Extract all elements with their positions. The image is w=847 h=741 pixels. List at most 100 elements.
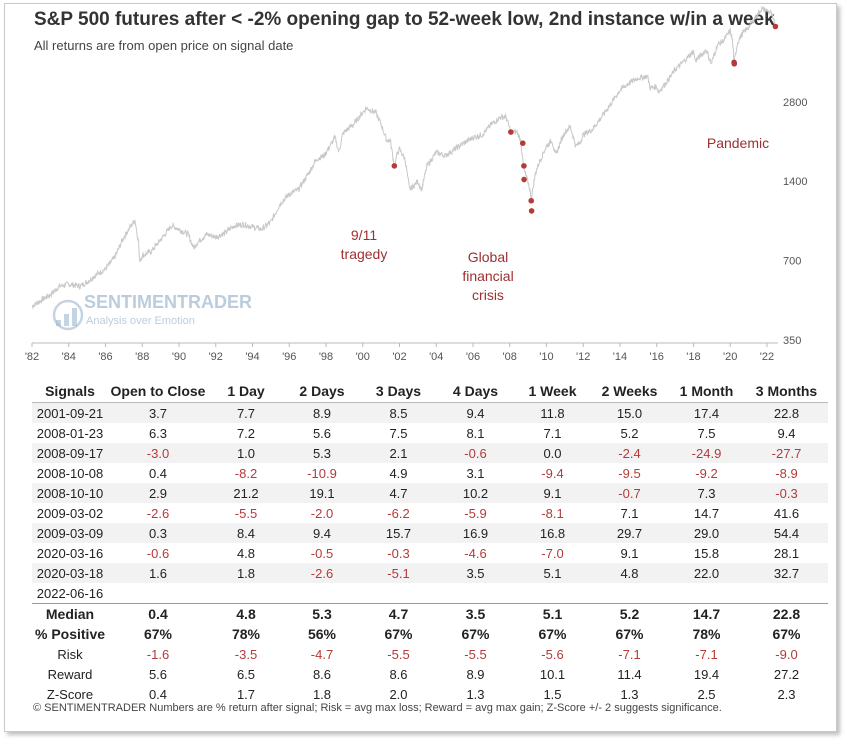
signal-marker <box>528 208 535 214</box>
x-tick-label: '92 <box>209 351 223 363</box>
summary-cell: 56% <box>307 626 337 642</box>
annotation-label: 9/11 <box>351 227 377 243</box>
column-header: 3 Days <box>360 379 437 403</box>
return-cell: -5.5 <box>234 505 258 521</box>
return-cell: 8.4 <box>208 523 284 543</box>
x-tick-label: '22 <box>760 351 774 363</box>
watermark-bar-2 <box>72 308 77 326</box>
return-cell: -9.2 <box>695 465 718 481</box>
x-tick-label: '84 <box>62 351 76 363</box>
watermark-logo: SENTIMENTRADER Analysis over Emotion <box>52 292 252 331</box>
signal-marker <box>521 163 527 169</box>
return-cell: 0.4 <box>148 465 168 481</box>
annotation-label: Pandemic <box>707 135 769 151</box>
summary-cell: 22.8 <box>772 606 801 622</box>
return-cell: -0.6 <box>146 545 170 561</box>
x-tick-label: '96 <box>282 351 296 363</box>
watermark-name: SENTIMENTRADER <box>84 292 252 312</box>
x-tick-label: '12 <box>576 351 590 363</box>
x-tick-label: '08 <box>503 351 517 363</box>
return-cell: -0.3 <box>745 483 828 503</box>
x-tick-label: '18 <box>686 351 700 363</box>
summary-row: Risk -1.6 -3.5 -4.7 -5.5 -5.5 -5.6 -7.1 -7.1 -9.0 <box>32 644 828 664</box>
return-cell: 32.7 <box>745 563 828 583</box>
summary-label: Z-Score <box>46 686 94 702</box>
summary-cell: 5.1 <box>542 606 563 622</box>
return-cell: 29.0 <box>668 523 745 543</box>
return-cell: -24.9 <box>668 443 745 463</box>
x-tick-label: '20 <box>723 351 737 363</box>
x-tick-label: '06 <box>466 351 480 363</box>
signal-marker <box>772 23 779 30</box>
x-tick-label: '94 <box>245 351 259 363</box>
x-tick-label: '86 <box>98 351 112 363</box>
table-row: 2001-09-21 3.7 7.7 8.9 8.5 9.4 11.8 15.0 17.4 22.… <box>32 402 828 423</box>
return-cell: 6.3 <box>148 425 168 441</box>
signal-date: 2009-03-02 <box>36 505 104 521</box>
return-cell: 9.4 <box>437 402 514 423</box>
signal-date: 2008-01-23 <box>36 425 104 441</box>
summary-cell: 2.0 <box>389 686 408 702</box>
table-row: 2008-09-17 -3.0 1.0 5.3 2.1 -0.6 0.0 -2.4 -24.9-… <box>32 443 828 463</box>
signal-date: 2020-03-16 <box>36 545 104 561</box>
summary-cell: -5.6 <box>541 646 564 662</box>
summary-label: Reward <box>47 666 93 682</box>
return-cell: -3.0 <box>108 443 208 463</box>
column-header: Open to Close <box>108 379 208 403</box>
signal-marker <box>391 163 398 169</box>
column-header: 4 Days <box>437 379 514 403</box>
summary-cell: 78% <box>231 626 261 642</box>
return-cell: -5.9 <box>464 505 487 521</box>
summary-cell: 1.3 <box>466 686 485 702</box>
return-cell: 17.4 <box>668 402 745 423</box>
column-header: 2 Weeks <box>591 379 668 403</box>
return-cell <box>108 583 208 604</box>
y-tick-label: 350 <box>783 335 801 347</box>
return-cell: -0.7 <box>591 483 668 503</box>
return-cell: 7.7 <box>208 402 284 423</box>
summary-row: Z-Score 0.4 1.7 1.8 2.0 1.3 1.5 1.3 2.5 2.3 <box>32 684 828 704</box>
price-series <box>31 5 776 310</box>
return-cell: 22.0 <box>668 563 745 583</box>
watermark-bar-1 <box>64 314 69 326</box>
summary-label: Median <box>45 606 95 622</box>
return-cell: 16.9 <box>437 523 514 543</box>
summary-cell: 67% <box>615 626 644 642</box>
return-cell: -0.6 <box>437 443 514 463</box>
return-cell: 19.1 <box>284 483 360 503</box>
return-cell: -8.2 <box>234 465 258 481</box>
price-chart: SENTIMENTRADER Analysis over Emotion '82 '… <box>25 5 808 363</box>
table-row: 2009-03-02 -2.6 -5.5 -2.0 -6.2 -5.9 -8.1 7.1 14.… <box>32 503 828 523</box>
summary-cell: -5.5 <box>387 646 410 662</box>
summary-cell: 11.4 <box>617 666 642 682</box>
return-cell: 7.3 <box>668 483 745 503</box>
return-cell: 4.7 <box>360 483 437 503</box>
summary-cell: 6.5 <box>236 666 256 682</box>
table-header: Signals Open to Close 1 Day 2 Days 3 Days 4 D… <box>32 379 828 403</box>
signal-marker <box>731 60 738 67</box>
summary-cell: 8.6 <box>312 666 332 682</box>
column-header: 1 Week <box>514 379 591 403</box>
summary-cell: 2.3 <box>777 686 796 702</box>
axes: '82 '84 '86 '88 '90 '92 '94 '96 '98 '00 '02 '04 '06 '… <box>25 97 808 363</box>
signal-date: 2008-10-10 <box>32 483 108 503</box>
summary-cell: 5.2 <box>619 606 640 622</box>
watermark-tagline: Analysis over Emotion <box>86 315 195 327</box>
x-tick-label: '10 <box>539 351 553 363</box>
watermark-ring <box>52 299 84 331</box>
return-cell: 8.1 <box>466 425 485 441</box>
return-cell: 9.4 <box>777 425 796 441</box>
summary-cell: 8.9 <box>466 666 485 682</box>
return-cell: 7.1 <box>620 505 639 521</box>
summary-cell: 4.7 <box>388 606 409 622</box>
return-cell: 7.1 <box>543 425 562 441</box>
return-cell: -4.6 <box>464 545 487 561</box>
summary-row: Reward 5.6 6.5 8.6 8.6 8.9 10.1 11.4 19.4 27.2 <box>32 664 828 684</box>
summary-cell: -9.0 <box>775 646 798 662</box>
return-cell: 1.6 <box>108 563 208 583</box>
x-tick-label: '82 <box>25 351 39 363</box>
summary-cell: 1.5 <box>543 686 562 702</box>
return-cell: 15.8 <box>693 545 720 561</box>
summary-cell: -1.6 <box>146 646 170 662</box>
summary-cell: 14.7 <box>692 606 721 622</box>
